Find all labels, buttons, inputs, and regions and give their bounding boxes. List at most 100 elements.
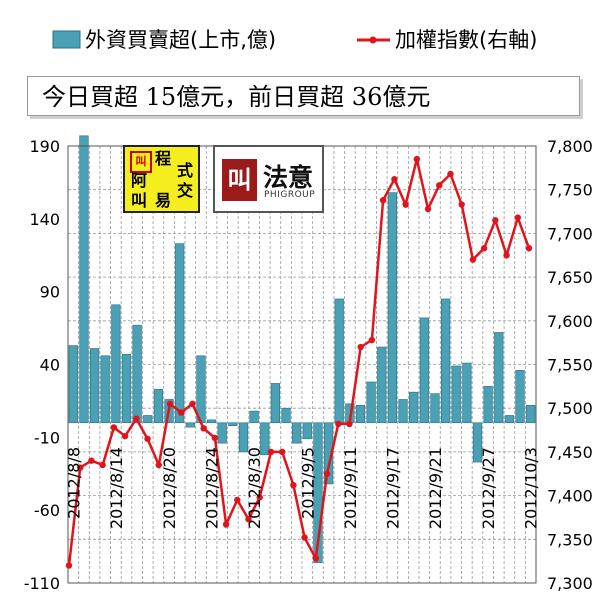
y-right-tick-label: 7,550 bbox=[547, 356, 593, 375]
index-point bbox=[436, 182, 443, 189]
bar bbox=[302, 422, 312, 440]
index-point bbox=[301, 534, 308, 541]
index-point bbox=[155, 461, 162, 469]
bar bbox=[377, 346, 387, 424]
x-tick-label: 2012/8/30 bbox=[245, 447, 264, 529]
index-point bbox=[177, 409, 185, 416]
index-point bbox=[267, 448, 275, 456]
bar bbox=[196, 355, 206, 424]
bar bbox=[175, 243, 185, 424]
bar bbox=[462, 362, 472, 424]
bar bbox=[292, 422, 302, 444]
index-point bbox=[77, 464, 84, 471]
y-left-tick-label: 40 bbox=[40, 356, 60, 375]
index-point bbox=[413, 155, 421, 163]
bar bbox=[504, 415, 515, 424]
y-right-tick-label: 7,300 bbox=[547, 574, 593, 593]
logo-glyph: 式 bbox=[177, 161, 194, 180]
bar bbox=[79, 135, 89, 424]
index-point bbox=[245, 515, 252, 523]
y-right-tick-label: 7,650 bbox=[547, 268, 593, 287]
legend-line-label: 加權指數(右軸) bbox=[395, 28, 537, 52]
index-point bbox=[290, 481, 297, 489]
bar bbox=[355, 404, 366, 424]
index-point bbox=[492, 217, 499, 224]
y-right-tick-label: 7,400 bbox=[547, 487, 593, 506]
index-point bbox=[144, 435, 151, 442]
x-tick-label: 2012/10/3 bbox=[522, 447, 541, 529]
y-right-tick-label: 7,450 bbox=[547, 443, 593, 462]
bar bbox=[440, 298, 451, 424]
index-point bbox=[121, 432, 129, 440]
legend: 外資買賣超(上市,億) 加權指數(右軸) bbox=[52, 28, 537, 52]
index-point bbox=[189, 400, 196, 408]
index-point bbox=[357, 343, 364, 351]
y-right-tick-label: 7,350 bbox=[547, 530, 593, 549]
phigroup-mark: 叫 bbox=[222, 159, 257, 201]
index-point bbox=[480, 245, 488, 252]
y-left-tick-label: -60 bbox=[34, 501, 60, 520]
bar bbox=[451, 365, 461, 424]
index-point bbox=[65, 562, 73, 569]
x-tick-label: 2012/9/11 bbox=[341, 447, 360, 529]
x-tick-label: 2012/9/21 bbox=[426, 447, 445, 529]
bar bbox=[409, 391, 419, 424]
x-tick-label: 2012/9/27 bbox=[479, 447, 498, 529]
y-left-tick-label: -110 bbox=[24, 574, 60, 593]
index-point bbox=[234, 496, 241, 504]
index-point bbox=[424, 205, 432, 213]
bar bbox=[270, 383, 281, 424]
index-point bbox=[402, 201, 409, 208]
y-left-tick-label: -10 bbox=[34, 428, 60, 447]
index-point bbox=[503, 252, 510, 259]
x-tick-label: 2012/8/8 bbox=[64, 447, 83, 519]
bar bbox=[313, 422, 323, 563]
index-point bbox=[458, 201, 465, 208]
bar bbox=[206, 419, 217, 424]
bar bbox=[398, 399, 408, 424]
logo-glyph: 阿 bbox=[131, 171, 148, 190]
bar bbox=[494, 332, 504, 424]
plot-area: 190 140 90 40 -10 -60 -110 7,800 7,750 7,700 7,650… bbox=[24, 135, 593, 593]
index-point bbox=[469, 256, 477, 263]
bar bbox=[100, 355, 110, 424]
phigroup-name: 法意 bbox=[263, 163, 314, 192]
index-point bbox=[323, 470, 331, 477]
y-right-tick-label: 7,600 bbox=[547, 312, 593, 331]
index-point bbox=[368, 336, 376, 344]
logo-glyph: 交 bbox=[177, 181, 194, 200]
bar bbox=[121, 354, 132, 424]
bar bbox=[111, 304, 121, 424]
index-point bbox=[447, 170, 454, 178]
logo-stamp: 叫 bbox=[130, 151, 152, 173]
bar bbox=[526, 404, 536, 424]
phigroup-logo: 叫 法意 PHIGROUP bbox=[213, 145, 324, 213]
legend-bar-label: 外資買賣超(上市,億) bbox=[85, 28, 276, 52]
bar bbox=[430, 393, 440, 424]
bar bbox=[281, 407, 291, 424]
y-left-tick-label: 90 bbox=[40, 283, 60, 302]
index-point bbox=[391, 176, 398, 183]
x-tick-label: 2012/8/14 bbox=[107, 447, 126, 529]
index-point bbox=[110, 424, 118, 431]
legend-bar-swatch bbox=[52, 30, 81, 49]
x-tick-label: 2012/8/20 bbox=[160, 447, 179, 529]
index-point bbox=[99, 461, 106, 469]
bar bbox=[260, 422, 270, 456]
bar bbox=[387, 192, 398, 424]
chengshi-logo: 叫 程 式 阿 交 叫 易 bbox=[123, 145, 200, 213]
bar bbox=[217, 422, 227, 444]
index-point bbox=[278, 448, 286, 456]
bar bbox=[143, 415, 153, 424]
index-point bbox=[166, 400, 174, 408]
bar bbox=[419, 317, 429, 424]
index-point bbox=[525, 245, 533, 252]
bar bbox=[515, 370, 525, 424]
index-point bbox=[312, 555, 320, 562]
summary-caption: 今日買超 15億元，前日買超 36億元 bbox=[27, 76, 580, 116]
x-tick-label: 2012/9/5 bbox=[298, 447, 317, 519]
y-right-tick-label: 7,800 bbox=[547, 137, 593, 156]
index-point bbox=[346, 420, 353, 428]
index-point bbox=[514, 214, 521, 221]
